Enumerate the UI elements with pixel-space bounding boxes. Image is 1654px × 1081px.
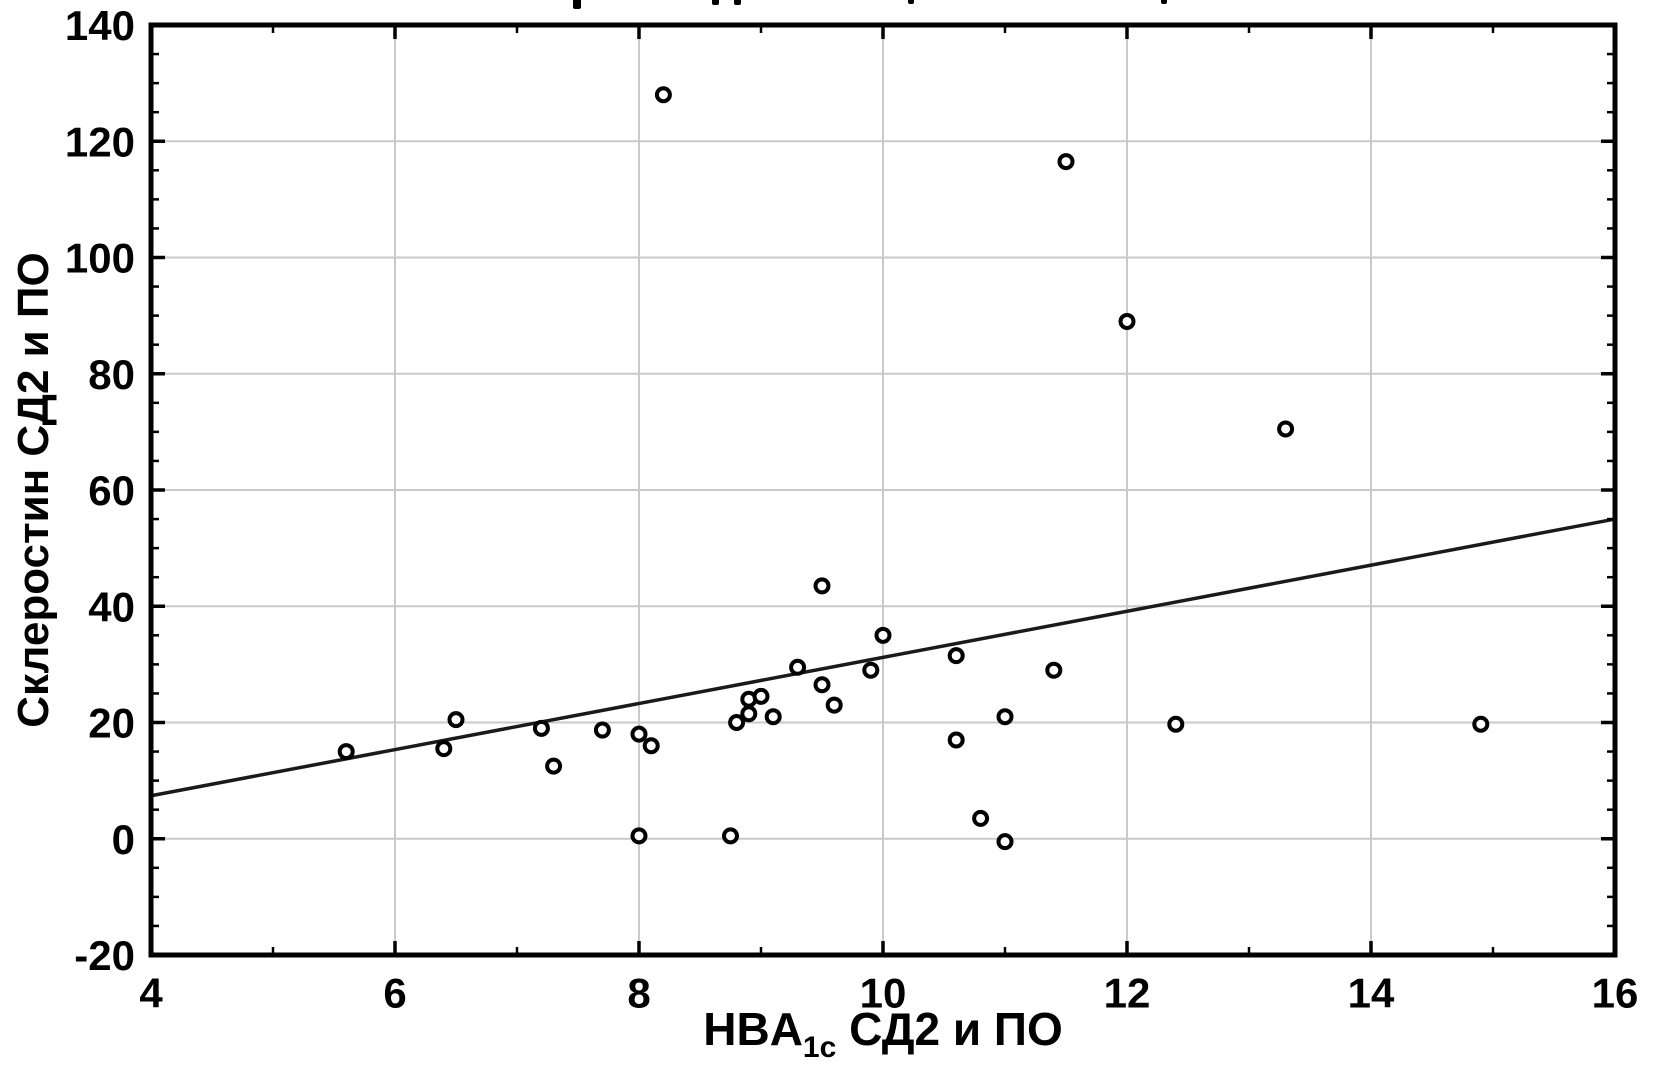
y-tick-label-140: 140 bbox=[65, 2, 135, 49]
y-axis-title: Склеростин СД2 и ПО bbox=[9, 252, 58, 728]
data-point-7 bbox=[630, 827, 648, 845]
y-tick-label-80: 80 bbox=[88, 351, 135, 398]
x-axis-title-suffix: СД2 и ПО bbox=[836, 1003, 1063, 1055]
cropped-title-fragment bbox=[712, 0, 719, 5]
x-tick-label-6: 6 bbox=[383, 969, 406, 1016]
x-axis-title-subscript: 1c bbox=[802, 1031, 837, 1064]
data-point-1 bbox=[435, 740, 453, 758]
cropped-title-fragment bbox=[573, 0, 581, 9]
data-point-25 bbox=[996, 708, 1014, 726]
data-point-9 bbox=[654, 86, 672, 104]
data-point-26 bbox=[996, 833, 1014, 851]
x-axis-title: HBA1c СД2 и ПО bbox=[151, 1002, 1615, 1064]
data-point-10 bbox=[722, 827, 739, 845]
cropped-title-fragment bbox=[908, 0, 914, 4]
data-point-5 bbox=[593, 721, 611, 739]
cropped-title-fragment bbox=[1161, 0, 1167, 4]
data-point-32 bbox=[1472, 715, 1490, 733]
x-tick-label-8: 8 bbox=[627, 969, 650, 1016]
x-tick-label-12: 12 bbox=[1104, 969, 1151, 1016]
data-point-14 bbox=[752, 687, 770, 705]
x-tick-label-14: 14 bbox=[1348, 969, 1395, 1016]
data-point-6 bbox=[630, 725, 648, 743]
x-tick-label-16: 16 bbox=[1592, 969, 1639, 1016]
y-tick-label-100: 100 bbox=[65, 235, 135, 282]
data-point-28 bbox=[1057, 153, 1075, 171]
y-tick-label--20: -20 bbox=[74, 932, 135, 979]
data-point-2 bbox=[447, 711, 465, 729]
data-point-24 bbox=[972, 809, 990, 827]
data-point-29 bbox=[1118, 312, 1136, 330]
data-point-12 bbox=[740, 705, 758, 723]
cropped-title-fragment bbox=[734, 0, 741, 5]
y-tick-label-40: 40 bbox=[88, 583, 135, 630]
y-tick-label-60: 60 bbox=[88, 467, 135, 514]
data-point-31 bbox=[1277, 420, 1295, 438]
y-tick-label-20: 20 bbox=[88, 700, 135, 747]
data-point-19 bbox=[825, 696, 843, 714]
data-point-17 bbox=[813, 577, 831, 595]
data-point-23 bbox=[947, 731, 965, 749]
data-point-30 bbox=[1167, 715, 1185, 733]
data-point-8 bbox=[642, 737, 660, 755]
data-point-15 bbox=[764, 708, 782, 726]
x-axis-title-main: HBA bbox=[703, 1003, 803, 1055]
data-point-20 bbox=[862, 661, 880, 679]
y-tick-label-0: 0 bbox=[112, 816, 135, 863]
data-point-18 bbox=[813, 676, 831, 694]
data-point-11 bbox=[728, 714, 746, 731]
x-tick-label-10: 10 bbox=[860, 969, 907, 1016]
trend-line bbox=[150, 517, 1616, 798]
data-point-21 bbox=[874, 626, 892, 644]
data-point-3 bbox=[532, 719, 550, 737]
data-point-27 bbox=[1045, 661, 1063, 679]
x-tick-label-4: 4 bbox=[139, 969, 163, 1016]
data-point-22 bbox=[947, 647, 965, 665]
y-tick-label-120: 120 bbox=[65, 118, 135, 165]
data-point-4 bbox=[545, 757, 563, 775]
data-point-0 bbox=[337, 743, 355, 761]
data-point-16 bbox=[789, 658, 807, 676]
